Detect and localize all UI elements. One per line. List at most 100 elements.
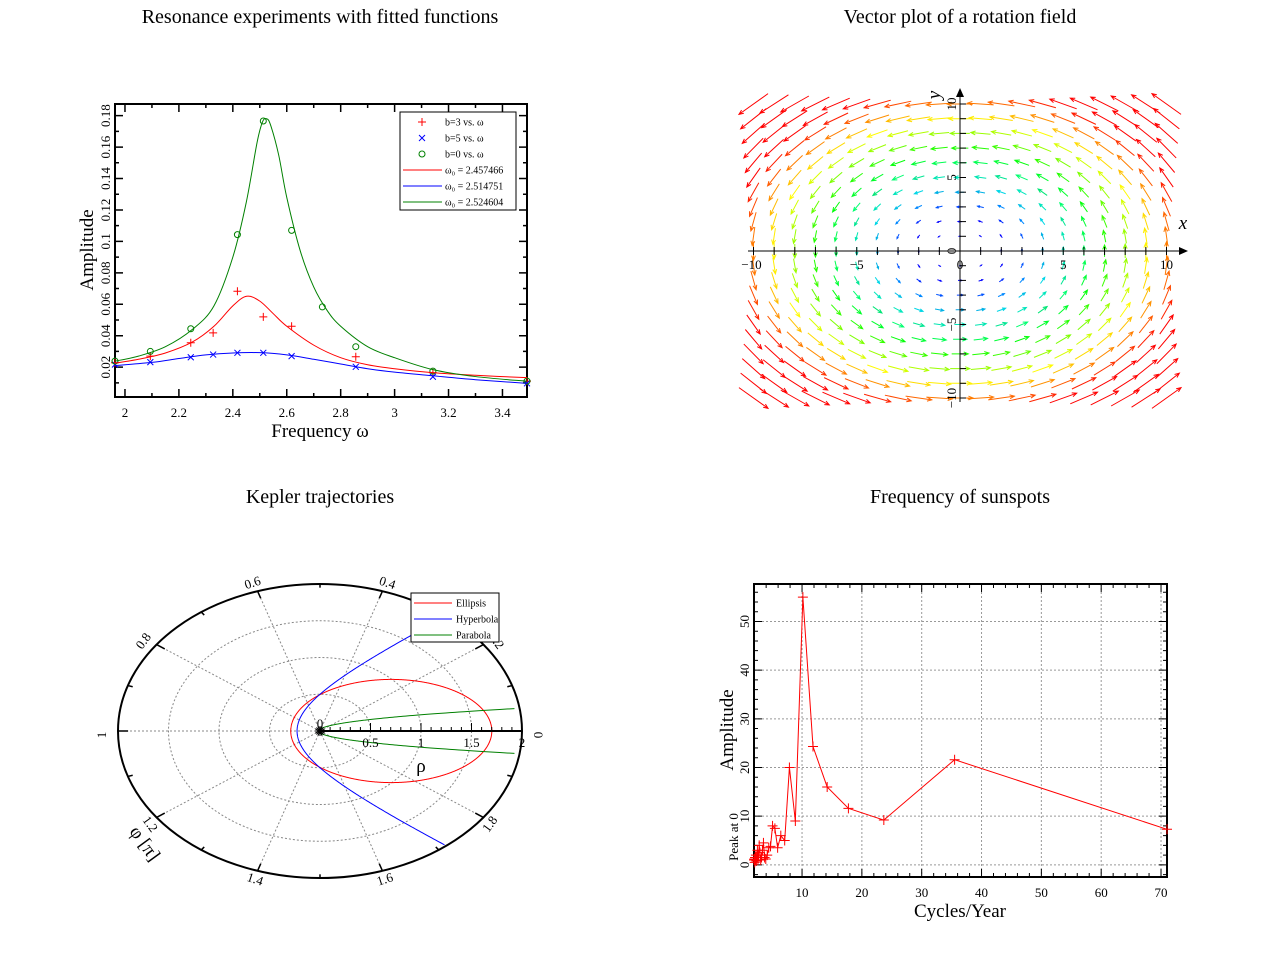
- vector-arrow: [768, 301, 781, 320]
- vector-arrow: [1033, 349, 1053, 358]
- vector-arrow: [1035, 335, 1051, 344]
- vector-arrow: [916, 278, 922, 283]
- vector-arrow: [812, 230, 818, 244]
- vector-arrow: [772, 257, 778, 276]
- plus-marker: [775, 830, 786, 841]
- vector-arrow: [1154, 357, 1179, 379]
- vector-arrow: [1073, 141, 1094, 154]
- angular-tick: [200, 846, 205, 851]
- vector-arrow: [892, 321, 905, 328]
- y-tick-label: 10: [944, 98, 959, 111]
- angular-tick: [378, 863, 384, 872]
- plus-marker: [822, 781, 833, 792]
- vector-arrow: [1039, 217, 1046, 226]
- legend-label: ω₀ = 2.524604: [445, 198, 503, 209]
- vector-arrow: [912, 322, 926, 328]
- vector-arrow: [938, 264, 942, 268]
- vector-arrow: [862, 99, 891, 109]
- vector-arrow: [743, 343, 765, 365]
- angular-tick: [200, 611, 205, 616]
- vector-arrow: [1030, 378, 1056, 388]
- vector-arrow: [992, 350, 1011, 357]
- vector-arrow: [889, 159, 906, 167]
- vector-arrow: [888, 145, 907, 152]
- vector-arrow: [895, 218, 901, 225]
- x-tick-label: 0: [957, 257, 964, 272]
- plus-marker: [758, 837, 769, 848]
- vector-arrow: [867, 144, 887, 153]
- vector-arrow: [970, 365, 992, 371]
- vector-arrow: [908, 366, 930, 372]
- vector-arrow: [1079, 200, 1088, 213]
- trajectory-hyperbola: [296, 616, 445, 846]
- vector-arrow: [890, 336, 907, 343]
- angle-tick-label: 1.4: [245, 869, 266, 888]
- legend-label: ω₀ = 2.514751: [445, 182, 503, 193]
- vector-arrow: [812, 274, 819, 288]
- vector-arrow: [1011, 364, 1034, 372]
- angle-tick-label: 0.8: [132, 630, 154, 652]
- vector-arrow: [990, 130, 1012, 136]
- vector-arrow: [1119, 183, 1131, 200]
- legend: b=3 vs. ω b=5 vs. ω b=0 vs. ω ω₀ = 2.457466…: [399, 111, 517, 211]
- vector-arrow: [1010, 379, 1035, 387]
- circle-marker: [111, 357, 119, 365]
- cross-marker: [429, 373, 437, 381]
- vector-arrow: [999, 263, 1004, 268]
- vector-field-chart: −10 −5 0 5 10 −10 −5 0 5 10 x y: [737, 88, 1188, 410]
- vector-arrow: [842, 98, 871, 110]
- vector-arrow: [1013, 159, 1030, 166]
- angular-tick: [256, 863, 262, 872]
- chart-title-sunspots: Frequency of sunspots: [870, 486, 1050, 508]
- vector-arrow: [769, 198, 779, 217]
- vector-arrow: [994, 336, 1010, 342]
- legend-label: Hyperbola: [456, 615, 499, 626]
- vector-arrow: [911, 175, 925, 181]
- vector-arrow: [737, 93, 769, 116]
- x-tick-label: 3.4: [494, 405, 511, 420]
- legend-item: Parabola: [414, 631, 492, 642]
- vector-arrow: [765, 330, 784, 349]
- vector-arrow: [1121, 286, 1130, 303]
- vector-arrow: [967, 394, 995, 400]
- vector-arrow: [914, 307, 925, 313]
- plus-marker: [779, 835, 790, 846]
- vector-arrow: [791, 273, 799, 289]
- vector-arrow: [896, 263, 900, 270]
- vector-arrow: [845, 128, 868, 139]
- circle-marker: [233, 231, 241, 239]
- vector-arrow: [802, 111, 828, 127]
- vector-arrow: [1141, 197, 1151, 216]
- vector-arrow: [1117, 330, 1134, 347]
- vector-arrow: [1078, 303, 1090, 316]
- vector-arrow: [1122, 272, 1129, 288]
- vector-arrow: [973, 336, 989, 342]
- plus-marker: [772, 842, 783, 853]
- legend-label: b=5 vs. ω: [445, 134, 484, 145]
- plus-marker: [769, 823, 780, 834]
- y-tick-label: 20: [737, 761, 752, 774]
- vector-arrow: [904, 101, 932, 108]
- angular-tick: [378, 590, 384, 599]
- vector-arrow: [979, 264, 983, 267]
- vector-arrow: [1058, 201, 1068, 212]
- x-tick-label: 2.2: [171, 405, 187, 420]
- x-tick-label: 3.2: [440, 405, 456, 420]
- vector-arrow: [907, 380, 932, 387]
- vector-arrow: [789, 302, 801, 319]
- vector-arrow: [910, 351, 929, 358]
- vector-arrow: [1093, 361, 1117, 376]
- angular-tick: [474, 812, 484, 819]
- vector-arrow: [932, 175, 946, 180]
- vector-arrow: [937, 279, 943, 282]
- vector-arrow: [1151, 386, 1183, 409]
- angular-tick: [474, 643, 484, 650]
- plus-marker: [1162, 824, 1172, 835]
- vector-arrow: [846, 363, 869, 374]
- vector-arrow: [873, 203, 882, 211]
- vector-arrow: [782, 375, 809, 392]
- vector-arrow: [749, 285, 758, 306]
- vector-arrow: [1008, 393, 1037, 402]
- y-axis-label: Amplitude: [717, 689, 738, 770]
